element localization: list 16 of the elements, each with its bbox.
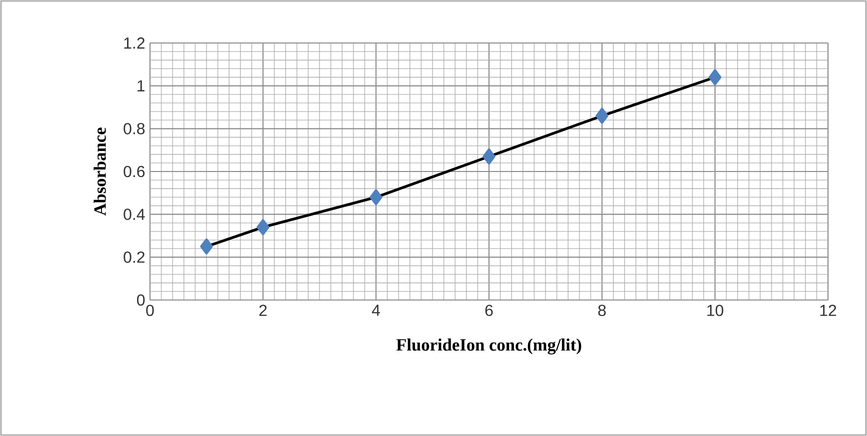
x-tick-label: 6 [485,304,493,316]
y-tick-label: 1 [138,80,145,92]
x-tick-label: 0 [146,304,154,316]
y-tick-label: 0.4 [124,208,145,220]
x-tick-label: 10 [707,304,724,316]
x-tick-label: 2 [259,304,267,316]
y-tick-label: 0 [137,294,145,306]
x-tick-label: 12 [820,304,836,316]
y-axis-title: Absorbance [94,128,106,216]
x-tick-label: 8 [598,304,606,316]
y-tick-label: 0.8 [124,123,145,134]
x-axis-title: FluorideIon conc.(mg/lit) [396,338,582,354]
y-tick-label: 1.2 [124,37,144,49]
y-tick-label: 0.2 [124,252,144,263]
x-tick-label: 4 [372,304,380,316]
y-tick-label: 0.6 [124,166,145,178]
